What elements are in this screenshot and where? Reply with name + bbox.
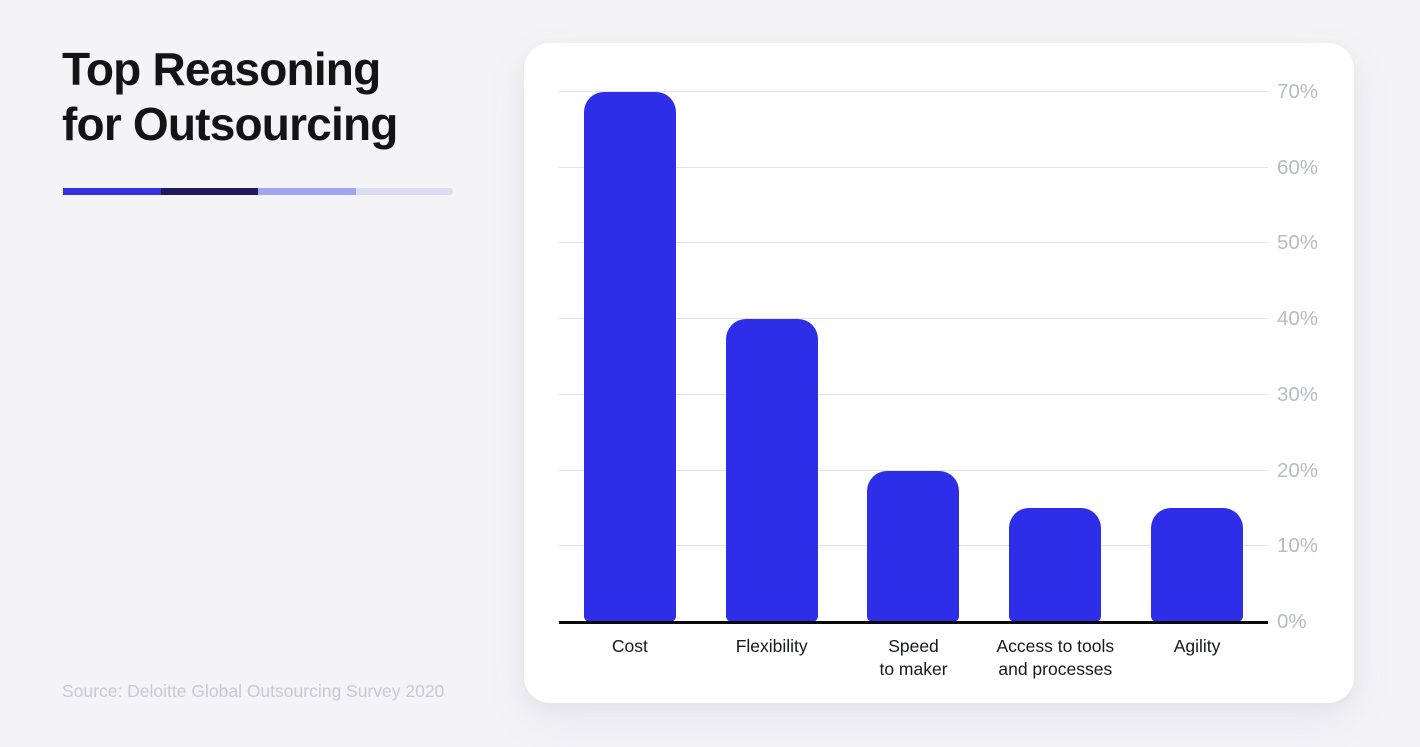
x-axis-labels: Cost Flexibility Speed to maker Access to to…	[559, 635, 1268, 681]
bar-slot	[984, 92, 1126, 622]
y-tick-label-20: 20%	[1277, 458, 1319, 482]
page-title-line1: Top Reasoning	[62, 43, 381, 95]
bar-access-to-tools-and-processes	[1009, 508, 1102, 622]
accent-segment-4	[355, 188, 453, 195]
gridline-60	[559, 166, 1268, 168]
bar-flexibility	[725, 319, 818, 622]
accent-segment-3	[258, 188, 356, 195]
x-axis-label: Speed to maker	[879, 636, 948, 679]
x-axis-label: Flexibility	[735, 636, 808, 656]
y-tick-label-40: 40%	[1277, 307, 1319, 331]
y-tick-label-60: 60%	[1277, 155, 1319, 179]
gridline-40	[559, 318, 1268, 320]
bar-speed-to-maker	[867, 470, 960, 622]
bar-slot	[559, 92, 701, 622]
y-tick-label-50: 50%	[1277, 231, 1319, 255]
x-axis-label: Access to tools and processes	[996, 636, 1115, 679]
bar-series	[559, 92, 1268, 622]
x-axis-line	[559, 621, 1268, 624]
bar-cost	[583, 92, 676, 622]
gridline-70	[559, 91, 1268, 92]
bar-agility	[1151, 508, 1244, 622]
gridline-30	[559, 393, 1268, 395]
chart-card: 0% 10% 20% 30% 40% 50% 60% 70% Cost Flexibility S…	[524, 43, 1354, 703]
bar-slot	[701, 92, 843, 622]
page-title-line2: for Outsourcing	[62, 98, 398, 150]
y-tick-label-0: 0%	[1277, 610, 1307, 633]
bar-chart-plot-area: 0% 10% 20% 30% 40% 50% 60% 70% Cost Flexibility S…	[559, 80, 1318, 679]
y-tick-label-30: 30%	[1277, 382, 1319, 406]
bar-slot	[843, 92, 985, 622]
gridline-20	[559, 469, 1268, 471]
accent-segment-1	[63, 188, 161, 195]
gridline-50	[559, 242, 1268, 244]
page-title: Top Reasoning for Outsourcing	[62, 42, 398, 152]
y-axis-labels: 0% 10% 20% 30% 40% 50% 60% 70%	[1277, 80, 1357, 633]
y-tick-label-10: 10%	[1277, 534, 1319, 558]
bar-slot	[1126, 92, 1268, 622]
x-axis-label: Cost	[611, 636, 648, 656]
x-axis-label: Agility	[1173, 636, 1221, 656]
source-note: Source: Deloitte Global Outsourcing Surv…	[62, 681, 445, 701]
y-tick-label-70: 70%	[1277, 80, 1319, 103]
accent-segment-2	[160, 188, 258, 195]
accent-strip	[63, 188, 453, 195]
